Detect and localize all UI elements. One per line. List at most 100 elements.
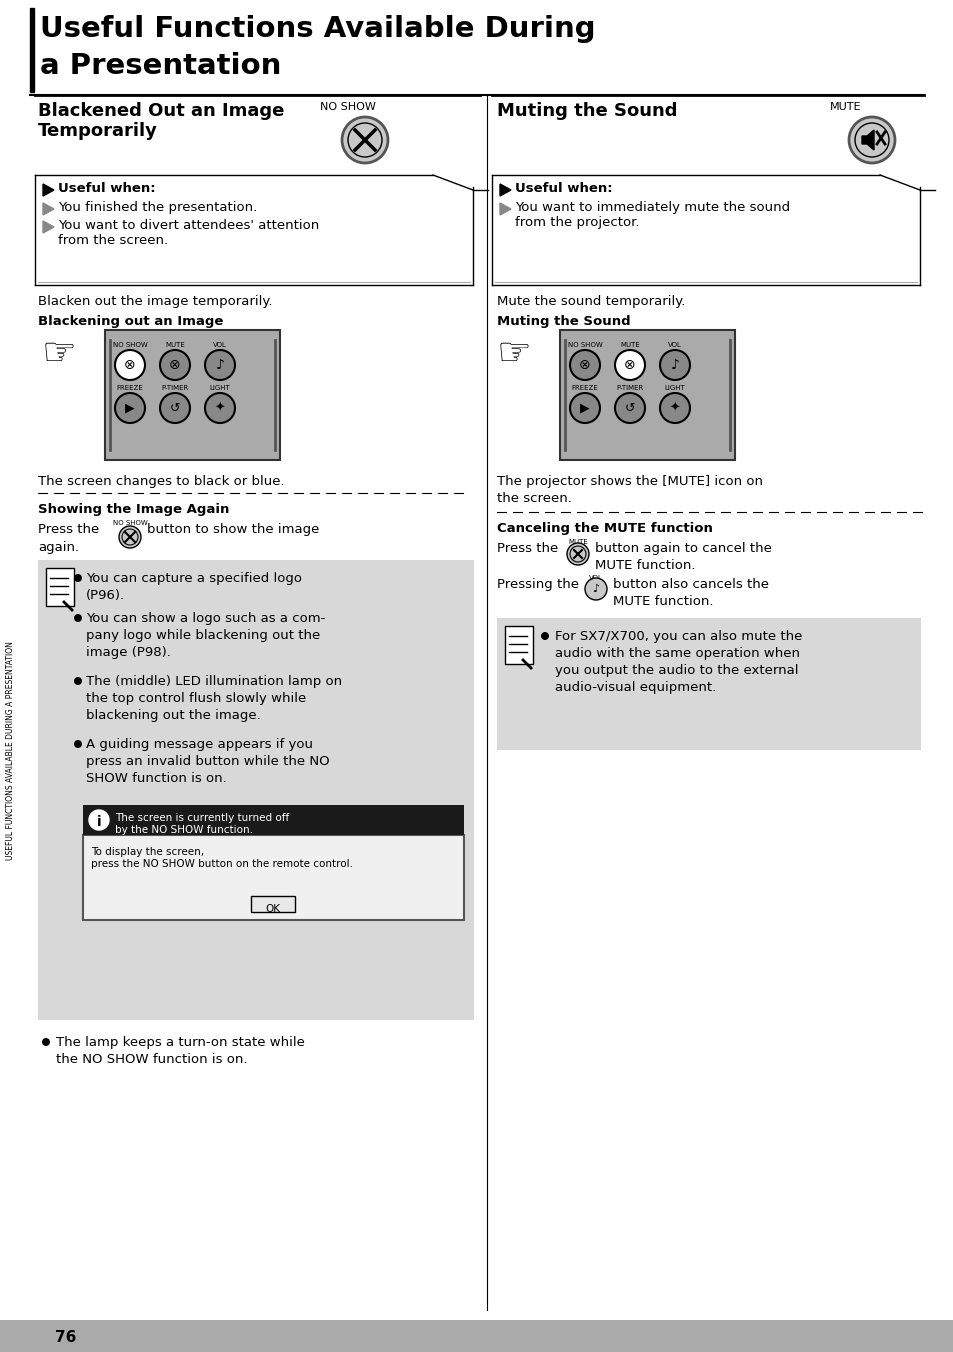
Text: i: i [96,815,101,829]
Circle shape [615,350,644,380]
Text: Useful Functions Available During: Useful Functions Available During [40,15,595,43]
Text: USEFUL FUNCTIONS AVAILABLE DURING A PRESENTATION: USEFUL FUNCTIONS AVAILABLE DURING A PRES… [6,641,15,860]
Text: VOL: VOL [213,342,227,347]
Text: MUTE: MUTE [165,342,185,347]
Text: ♪: ♪ [670,358,679,372]
FancyBboxPatch shape [105,330,280,460]
Text: You want to divert attendees' attention
from the screen.: You want to divert attendees' attention … [58,219,319,247]
Text: Useful when:: Useful when: [58,183,155,195]
Text: The projector shows the [MUTE] icon on
the screen.: The projector shows the [MUTE] icon on t… [497,475,762,506]
Circle shape [74,575,82,581]
Circle shape [115,393,145,423]
Text: ⊗: ⊗ [169,358,181,372]
Text: NO SHOW: NO SHOW [112,342,147,347]
FancyBboxPatch shape [46,568,74,606]
Circle shape [42,1038,50,1046]
Text: ⊗: ⊗ [124,358,135,372]
Text: Useful when:: Useful when: [515,183,612,195]
Text: The (middle) LED illumination lamp on
the top control flush slowly while
blacken: The (middle) LED illumination lamp on th… [86,675,342,722]
Text: button again to cancel the
MUTE function.: button again to cancel the MUTE function… [595,542,771,572]
Text: The lamp keeps a turn-on state while
the NO SHOW function is on.: The lamp keeps a turn-on state while the… [56,1036,305,1065]
Circle shape [160,350,190,380]
Text: NO SHOW: NO SHOW [112,521,147,526]
FancyBboxPatch shape [0,1320,953,1352]
Text: Canceling the MUTE function: Canceling the MUTE function [497,522,712,535]
Text: ☞: ☞ [497,335,532,373]
Text: LIGHT: LIGHT [210,385,230,391]
Text: Pressing the: Pressing the [497,579,578,591]
Circle shape [566,544,588,565]
Text: NO SHOW: NO SHOW [319,101,375,112]
Text: button to show the image: button to show the image [147,523,319,535]
Text: ⊗: ⊗ [623,358,635,372]
Circle shape [569,350,599,380]
Text: LIGHT: LIGHT [664,385,684,391]
Circle shape [569,546,585,562]
Text: button also cancels the
MUTE function.: button also cancels the MUTE function. [613,579,768,608]
Text: ⊗: ⊗ [578,358,590,372]
Text: again.: again. [38,541,79,554]
Text: Press the: Press the [38,523,99,535]
Circle shape [854,123,888,157]
Circle shape [74,614,82,622]
Text: NO SHOW: NO SHOW [567,342,601,347]
Text: You can show a logo such as a com-
pany logo while blackening out the
image (P98: You can show a logo such as a com- pany … [86,612,325,658]
Polygon shape [30,8,34,92]
Polygon shape [499,203,511,215]
Text: ↺: ↺ [624,402,635,415]
Text: A guiding message appears if you
press an invalid button while the NO
SHOW funct: A guiding message appears if you press a… [86,738,330,786]
Text: The screen changes to black or blue.: The screen changes to black or blue. [38,475,284,488]
Text: VOL: VOL [588,575,602,581]
Polygon shape [43,220,54,233]
Circle shape [205,393,234,423]
Circle shape [659,393,689,423]
Text: P-TIMER: P-TIMER [161,385,189,391]
Text: Temporarily: Temporarily [38,122,157,141]
Text: FREEZE: FREEZE [571,385,598,391]
Circle shape [584,579,606,600]
Text: Blackening out an Image: Blackening out an Image [38,315,223,329]
FancyBboxPatch shape [497,618,920,750]
Polygon shape [43,203,54,215]
Text: You finished the presentation.: You finished the presentation. [58,201,257,214]
Text: Blacken out the image temporarily.: Blacken out the image temporarily. [38,295,273,308]
Circle shape [659,350,689,380]
Text: ♪: ♪ [592,584,598,594]
Circle shape [74,677,82,685]
Text: The screen is currently turned off
by the NO SHOW function.: The screen is currently turned off by th… [115,813,289,834]
Text: Muting the Sound: Muting the Sound [497,315,630,329]
Circle shape [89,810,109,830]
Text: ▶: ▶ [579,402,589,415]
Circle shape [205,350,234,380]
Polygon shape [43,184,54,196]
Text: Press the: Press the [497,542,558,556]
FancyBboxPatch shape [38,560,474,1019]
Text: MUTE: MUTE [829,101,861,112]
Circle shape [122,529,138,545]
Text: To display the screen,
press the NO SHOW button on the remote control.: To display the screen, press the NO SHOW… [91,846,353,868]
Text: ☞: ☞ [42,335,77,373]
Polygon shape [862,130,873,150]
Text: MUTE: MUTE [568,539,587,545]
FancyBboxPatch shape [559,330,734,460]
Text: ✦: ✦ [214,402,225,415]
FancyBboxPatch shape [83,804,463,836]
Circle shape [119,526,141,548]
Circle shape [569,393,599,423]
Text: ▶: ▶ [125,402,134,415]
Polygon shape [499,184,511,196]
Circle shape [348,123,381,157]
Text: You want to immediately mute the sound
from the projector.: You want to immediately mute the sound f… [515,201,789,228]
Text: Showing the Image Again: Showing the Image Again [38,503,229,516]
Text: P-TIMER: P-TIMER [616,385,643,391]
FancyBboxPatch shape [504,626,533,664]
Text: For SX7/X700, you can also mute the
audio with the same operation when
you outpu: For SX7/X700, you can also mute the audi… [555,630,801,694]
Text: Muting the Sound: Muting the Sound [497,101,677,120]
Text: a Presentation: a Presentation [40,51,281,80]
Text: OK: OK [265,904,280,914]
Circle shape [115,350,145,380]
Circle shape [615,393,644,423]
Text: ✦: ✦ [669,402,679,415]
Circle shape [848,118,894,164]
Circle shape [540,631,548,639]
